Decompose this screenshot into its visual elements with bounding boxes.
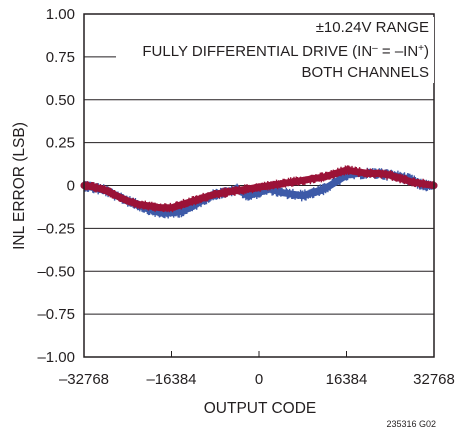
y-tick-label: 0.75 <box>46 49 75 66</box>
x-tick-label: 0 <box>255 371 263 388</box>
annotation-drive-sup1: – <box>372 43 378 54</box>
series-layer <box>80 165 438 219</box>
annotation-range: ±10.24V RANGE <box>316 19 429 36</box>
y-tick-label: –0.75 <box>37 306 75 323</box>
grid-layer <box>84 56 434 315</box>
y-tick-label: –0.25 <box>37 220 75 237</box>
annotation-backdrop <box>116 17 434 83</box>
annotation-drive: FULLY DIFFERENTIAL DRIVE (IN– = –IN+) <box>142 43 429 61</box>
x-tick-label: 16384 <box>326 371 368 388</box>
y-tick-label: 0.25 <box>46 135 75 152</box>
annotation-drive-sup2: + <box>418 43 424 54</box>
y-tick-label: 0 <box>67 178 75 195</box>
y-tick-label: –0.50 <box>37 263 75 280</box>
x-tick-label: –16384 <box>146 371 196 388</box>
y-tick-label: –1.00 <box>37 349 75 366</box>
tick-layer: 1.000.750.500.250–0.25–0.50–0.75–1.00–32… <box>37 6 454 388</box>
y-tick-label: 1.00 <box>46 6 75 23</box>
series-1 <box>80 165 438 213</box>
y-axis-label: INL ERROR (LSB) <box>11 122 28 250</box>
figure-id: 235316 G02 <box>386 419 436 429</box>
x-axis-label: OUTPUT CODE <box>204 400 317 417</box>
x-tick-label: –32768 <box>59 371 109 388</box>
series-1-noise <box>83 165 435 213</box>
annotation-drive-mid: = –IN <box>378 43 418 60</box>
x-tick-label: 32768 <box>413 371 455 388</box>
annotation-drive-pre: FULLY DIFFERENTIAL DRIVE (IN <box>142 43 372 60</box>
y-tick-label: 0.50 <box>46 92 75 109</box>
annotation-channels: BOTH CHANNELS <box>301 64 429 81</box>
annotation-drive-post: ) <box>424 43 429 60</box>
